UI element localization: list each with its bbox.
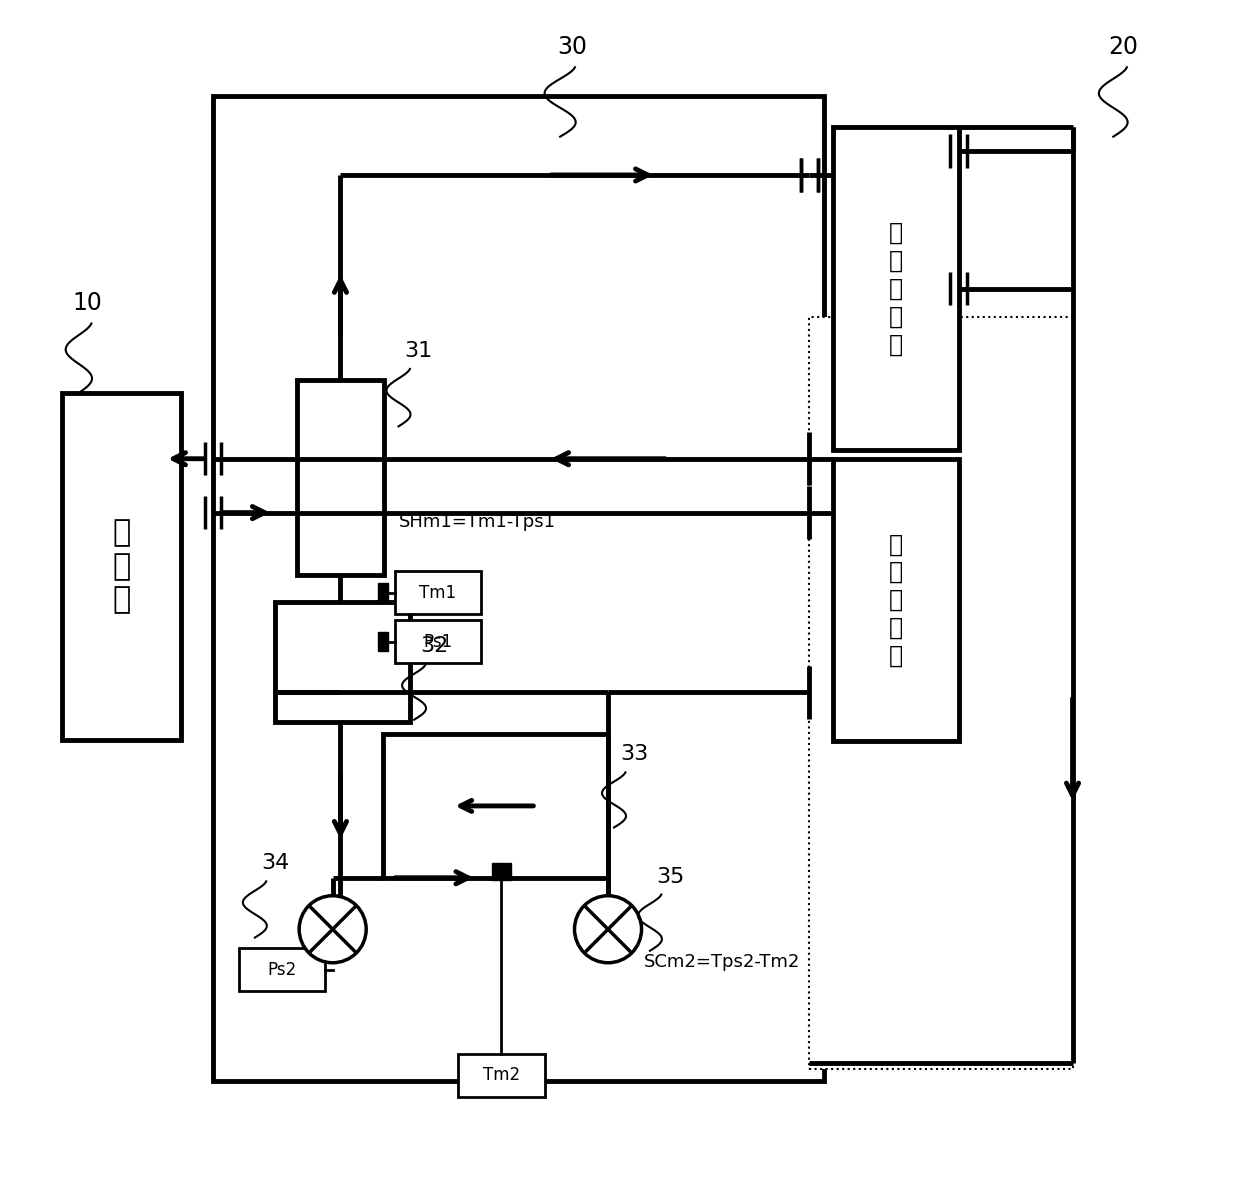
Text: 制
冷
室
内
机: 制 冷 室 内 机 — [889, 533, 903, 667]
Bar — [810, 318, 1073, 1069]
Text: 20: 20 — [1107, 35, 1138, 59]
Text: Ps1: Ps1 — [423, 632, 453, 650]
Text: 10: 10 — [72, 292, 102, 316]
Circle shape — [574, 895, 641, 962]
Polygon shape — [492, 863, 511, 880]
Text: Ps2: Ps2 — [268, 961, 298, 979]
Text: 31: 31 — [404, 341, 433, 360]
Bar — [383, 734, 608, 877]
Text: 35: 35 — [656, 868, 684, 887]
Bar — [833, 458, 959, 742]
Bar — [239, 948, 325, 991]
Text: Tm1: Tm1 — [419, 584, 456, 602]
Text: 室
外
机: 室 外 机 — [113, 518, 130, 614]
Text: 33: 33 — [620, 744, 649, 764]
Polygon shape — [378, 632, 388, 652]
Bar — [213, 96, 823, 1081]
Bar — [275, 602, 410, 722]
Bar — [394, 620, 481, 664]
Bar — [296, 379, 384, 575]
Text: 30: 30 — [557, 35, 587, 59]
Bar — [394, 571, 481, 614]
Bar — [459, 1054, 544, 1097]
Polygon shape — [378, 583, 388, 602]
Bar — [62, 392, 181, 740]
Bar — [833, 127, 959, 450]
Text: 32: 32 — [420, 636, 449, 656]
Text: SHm1=Tm1-Tps1: SHm1=Tm1-Tps1 — [398, 514, 556, 532]
Text: 制
热
室
内
机: 制 热 室 内 机 — [889, 221, 903, 356]
Text: 34: 34 — [260, 853, 289, 872]
Circle shape — [299, 895, 366, 962]
Text: SCm2=Tps2-Tm2: SCm2=Tps2-Tm2 — [644, 953, 800, 971]
Text: Tm2: Tm2 — [482, 1067, 520, 1085]
